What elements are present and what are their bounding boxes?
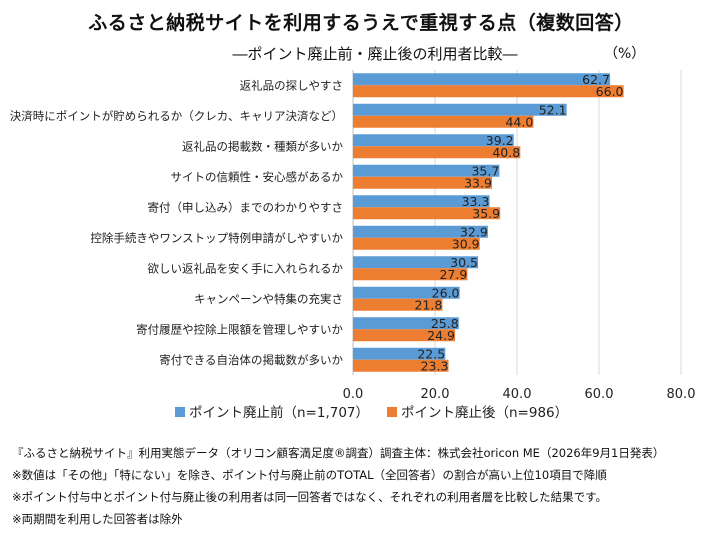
x-tick-label: 40.0 (503, 387, 532, 402)
data-label: 66.0 (596, 84, 624, 99)
category-label: 返礼品の掲載数・種類が多いか (182, 139, 343, 153)
footnote-source: 『ふるさと納税サイト』利用実態データ（オリコン顧客満足度®調査）調査主体：株式会… (12, 446, 665, 460)
data-label: 44.0 (505, 114, 533, 129)
legend-swatch (175, 407, 185, 417)
category-label: 寄付できる自治体の掲載数が多いか (159, 353, 343, 367)
category-label: 欲しい返礼品を安く手に入れられるか (148, 261, 344, 275)
data-label: 30.5 (450, 255, 478, 270)
bar-before (353, 73, 611, 86)
bar-after (353, 268, 468, 281)
legend-label: ポイント廃止前（n=1,707） (189, 404, 369, 421)
category-label: サイトの信頼性・安心感があるか (171, 170, 344, 184)
unit-label: （%） (604, 46, 646, 62)
bar-before (353, 164, 500, 177)
bar-after (353, 176, 492, 189)
data-label: 30.9 (452, 236, 480, 251)
bar-before (353, 256, 479, 269)
data-label: 39.2 (486, 133, 514, 148)
bar-after (353, 359, 449, 372)
legend-swatch (387, 407, 397, 417)
chart-title: ふるさと納税サイトを利用するうえで重視する点（複数回答） (88, 12, 634, 34)
bar-after (353, 146, 521, 159)
bar-before (353, 225, 488, 238)
bar-after (353, 329, 456, 342)
bar-after (353, 237, 480, 250)
bar-before (353, 134, 514, 147)
data-label: 35.7 (471, 163, 499, 178)
bar-after (353, 85, 624, 98)
category-label: 寄付履歴や控除上限額を管理しやすいか (136, 322, 343, 336)
data-label: 25.8 (431, 316, 459, 331)
data-label: 62.7 (582, 72, 610, 87)
data-label: 33.3 (462, 194, 490, 209)
footnote-note-2: ※ポイント付与中とポイント付与廃止後の利用者は同一回答者ではなく、それぞれの利用… (12, 490, 607, 504)
x-tick-label: 20.0 (421, 387, 450, 402)
bar-before (353, 347, 446, 360)
footnote-note-3: ※両期間を利用した回答者は除外 (12, 512, 183, 526)
bar-before (353, 286, 460, 299)
data-label: 33.9 (464, 175, 492, 190)
data-label: 26.0 (432, 285, 460, 300)
x-tick-label: 0.0 (343, 387, 364, 402)
data-label: 32.9 (460, 224, 488, 239)
data-label: 27.9 (439, 267, 467, 282)
bar-chart: 0.0 20.0 40.0 60.0 80.0 返礼品の探しやすさ 62.766.0 決済時に… (10, 70, 696, 421)
bar-after (353, 207, 501, 220)
bar-after (353, 298, 443, 311)
footnote-note-1: ※数値は「その他」「特にない」を除き、ポイント付与廃止前のTOTAL（全回答者）… (12, 468, 607, 482)
category-label: キャンペーンや特集の充実さ (194, 292, 343, 306)
data-label: 35.9 (472, 206, 500, 221)
category-label: 返礼品の探しやすさ (240, 78, 343, 92)
data-label: 40.8 (492, 145, 520, 160)
bar-before (353, 195, 490, 208)
x-tick-label: 80.0 (667, 387, 696, 402)
bar-before (353, 103, 567, 116)
legend-label: ポイント廃止後（n=986） (401, 404, 568, 421)
data-label: 22.5 (417, 346, 445, 361)
footnotes: 『ふるさと納税サイト』利用実態データ（オリコン顧客満足度®調査）調査主体：株式会… (12, 442, 664, 530)
chart-subtitle: ―ポイント廃止前・廃止後の利用者比較― (232, 45, 518, 63)
data-label: 52.1 (539, 102, 567, 117)
data-label: 24.9 (427, 328, 455, 343)
category-label: 決済時にポイントが貯められるか（クレカ、キャリア決済など） (10, 109, 343, 123)
category-label: 控除手続きやワンストップ特例申請がしやすいか (90, 231, 343, 245)
bar-before (353, 317, 459, 330)
data-label: 23.3 (421, 358, 449, 373)
category-label: 寄付（申し込み）までのわかりやすさ (148, 200, 344, 214)
x-tick-label: 60.0 (585, 387, 614, 402)
bar-after (353, 115, 534, 128)
data-label: 21.8 (414, 297, 442, 312)
